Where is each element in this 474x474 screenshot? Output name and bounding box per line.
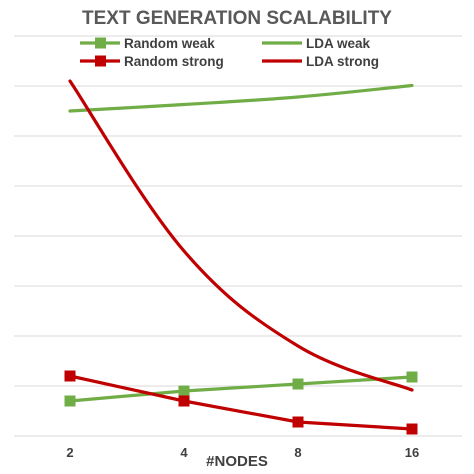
series-random-strong (64, 370, 418, 435)
series-layer (64, 79, 418, 435)
x-tick-label: 8 (294, 445, 301, 460)
legend-label: Random weak (124, 36, 215, 51)
data-point-random-strong (406, 423, 418, 435)
x-axis-ticks: 2 4 8 16 (66, 445, 419, 460)
legend-item-random-weak: Random weak (80, 36, 215, 51)
data-point-random-strong (64, 370, 76, 382)
series-line-lda-weak (68, 83, 414, 113)
series-lda-strong (68, 79, 414, 392)
legend-swatch-marker (95, 37, 106, 49)
legend-item-lda-strong: LDA strong (262, 54, 379, 69)
data-point-random-weak (406, 371, 418, 383)
series-random-weak (64, 371, 418, 407)
data-point-random-weak (292, 378, 304, 390)
legend-label: Random strong (124, 54, 224, 69)
series-line-random-weak (68, 375, 414, 403)
x-tick-label: 4 (180, 445, 188, 460)
series-line-random-strong (68, 374, 414, 431)
legend-swatch-marker (95, 55, 106, 67)
chart-title: TEXT GENERATION SCALABILITY (82, 8, 392, 29)
series-line-lda-strong (68, 79, 414, 392)
gridlines (14, 35, 462, 437)
legend-label: LDA strong (306, 54, 379, 69)
legend-item-lda-weak: LDA weak (262, 36, 371, 51)
series-lda-weak (68, 83, 414, 113)
legend-item-random-strong: Random strong (80, 54, 224, 69)
data-point-random-strong (178, 395, 190, 407)
data-point-random-weak (178, 385, 190, 397)
data-point-random-weak (64, 395, 76, 407)
x-axis-title: #NODES (206, 453, 268, 470)
legend-label: LDA weak (306, 36, 371, 51)
x-tick-label: 16 (405, 445, 419, 460)
x-tick-label: 2 (66, 445, 73, 460)
data-point-random-strong (292, 416, 304, 428)
legend: Random weak LDA weak Random strong LDA stro… (80, 36, 379, 69)
